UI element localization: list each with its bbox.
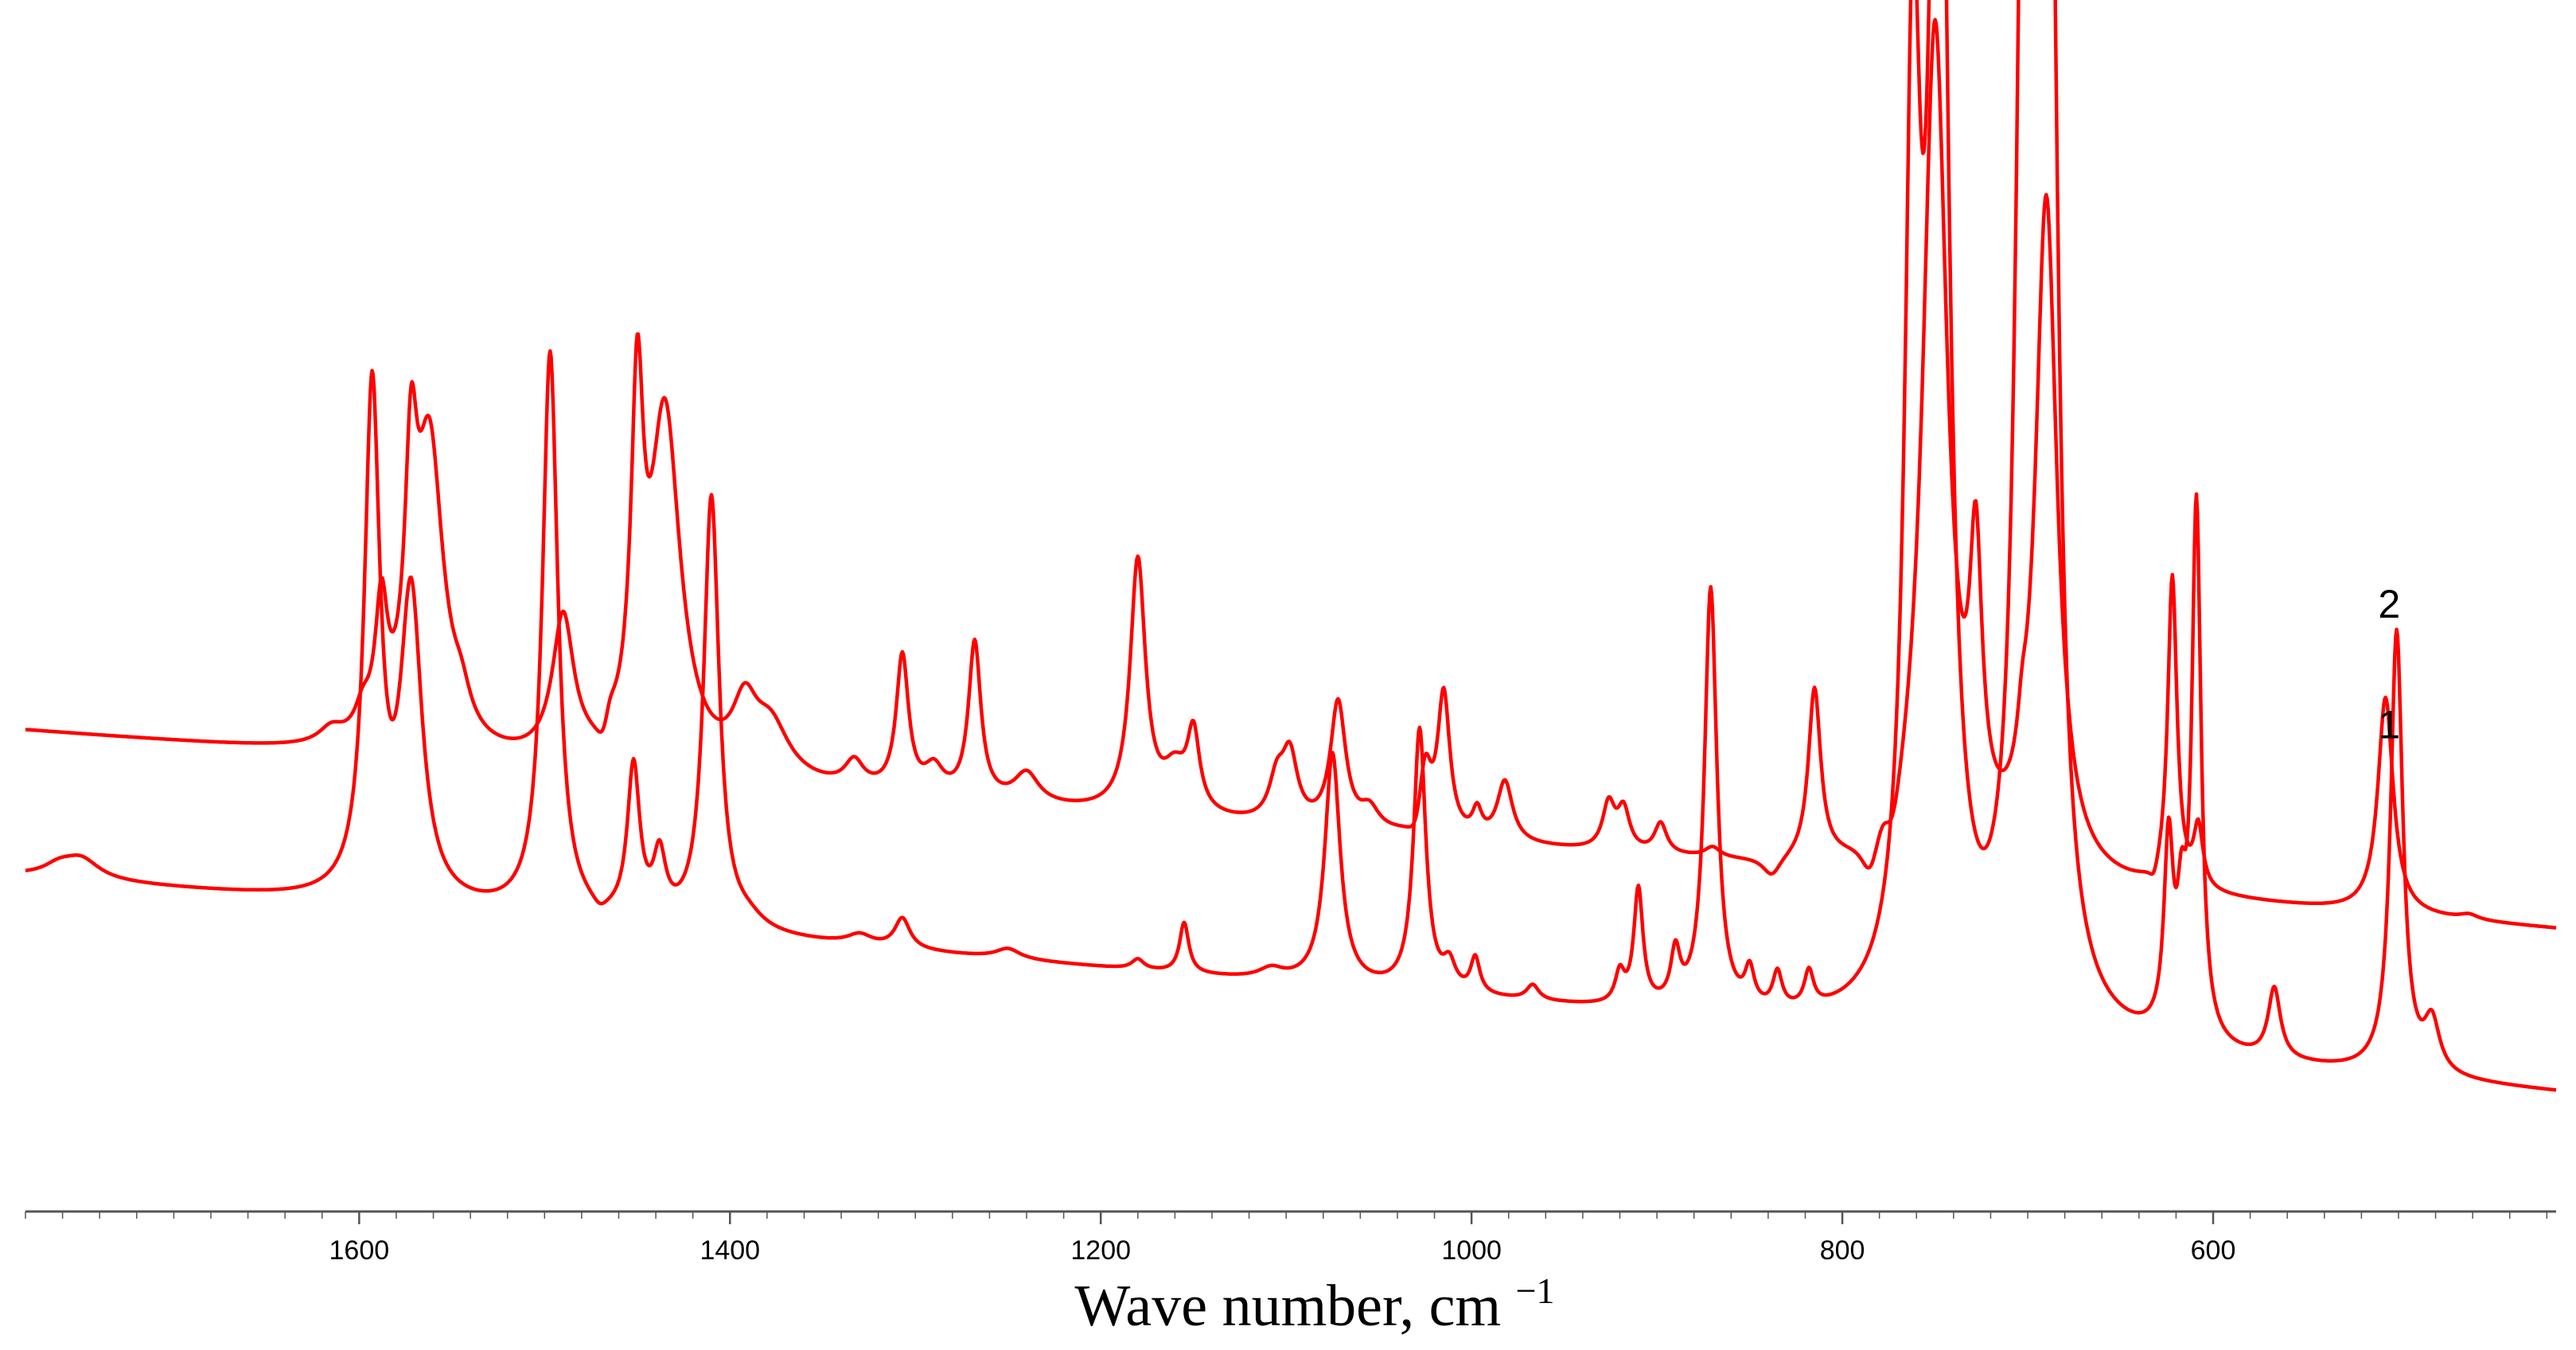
x-tick-label: 600	[2191, 1235, 2236, 1266]
spectrum-line-1	[24, 0, 2558, 1092]
curve-label-2: 2	[2378, 582, 2400, 626]
spectrum-line-2	[24, 18, 2558, 930]
curve-label-1: 1	[2378, 703, 2400, 747]
curve-labels: 21	[2378, 582, 2400, 747]
x-tick-label: 800	[1820, 1235, 1865, 1266]
x-tick-label: 1600	[329, 1235, 390, 1266]
x-tick-label: 1400	[700, 1235, 760, 1266]
x-tick-label: 1200	[1070, 1235, 1131, 1266]
x-axis-ticks: 1600 1400 1200 1000 800 600	[25, 1211, 2548, 1266]
x-tick-label: 1000	[1441, 1235, 1502, 1266]
spectra-series	[24, 0, 2558, 1092]
x-axis-title: Wave number, cm −1	[1074, 1270, 1554, 1339]
x-axis-title-superscript: −1	[1516, 1270, 1555, 1311]
x-axis-title-text: Wave number, cm	[1074, 1274, 1501, 1339]
